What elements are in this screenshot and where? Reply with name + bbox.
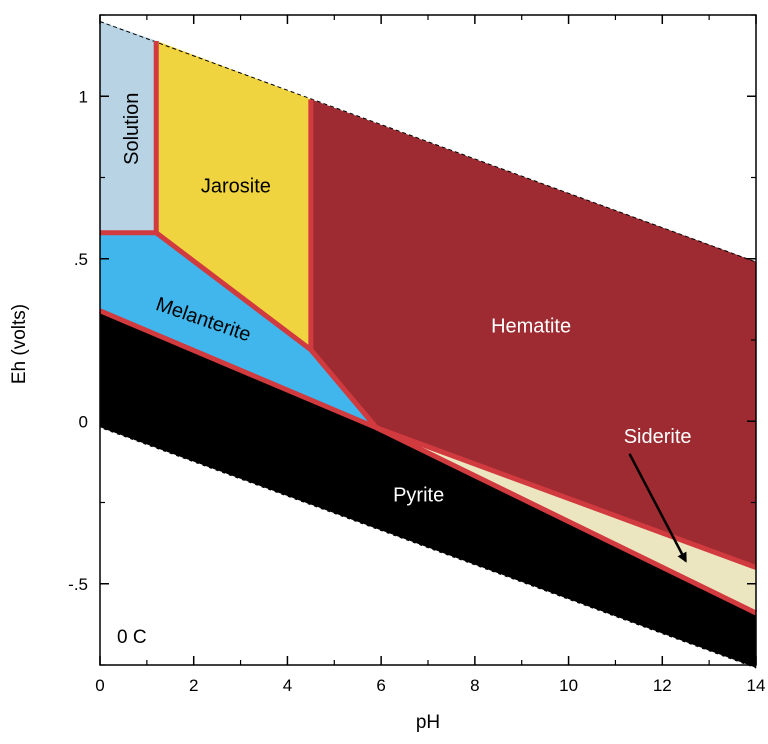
y-tick-label: -.5 <box>68 575 88 594</box>
label-pyrite: Pyrite <box>393 484 444 506</box>
label-jarosite: Jarosite <box>201 176 271 198</box>
label-hematite: Hematite <box>491 315 571 337</box>
phase-boundary-5 <box>308 348 379 430</box>
x-tick-label: 6 <box>376 676 385 695</box>
y-tick-label: .5 <box>74 250 88 269</box>
phase-boundary-7 <box>375 425 757 570</box>
x-tick-label: 8 <box>470 676 479 695</box>
water-stability-lines <box>99 21 757 669</box>
x-tick-label: 4 <box>283 676 292 695</box>
water-line-lower <box>99 427 757 669</box>
axis-ticks: 0 2 4 6 8 10 12 14 1 .5 0 -.5 <box>68 14 766 695</box>
phase-boundaries <box>99 41 758 616</box>
x-tick-label: 2 <box>189 676 198 695</box>
label-siderite: Siderite <box>624 426 692 448</box>
y-tick-label: 0 <box>79 412 88 431</box>
siderite-arrow-line <box>628 453 687 563</box>
x-tick-label: 14 <box>747 676 766 695</box>
y-tick-label: 1 <box>79 87 88 106</box>
phase-boundary-3 <box>154 230 313 352</box>
siderite-arrow <box>628 453 687 563</box>
x-tick-label: 0 <box>95 676 104 695</box>
x-axis-label: pH <box>416 712 440 733</box>
y-axis-label: Eh (volts) <box>9 304 30 384</box>
water-line-upper <box>99 21 757 263</box>
x-tick-label: 10 <box>559 676 578 695</box>
x-tick-label: 12 <box>653 676 672 695</box>
temperature-annotation: 0 C <box>117 627 147 648</box>
regions-layer <box>99 21 757 669</box>
label-solution: Solution <box>121 93 143 165</box>
